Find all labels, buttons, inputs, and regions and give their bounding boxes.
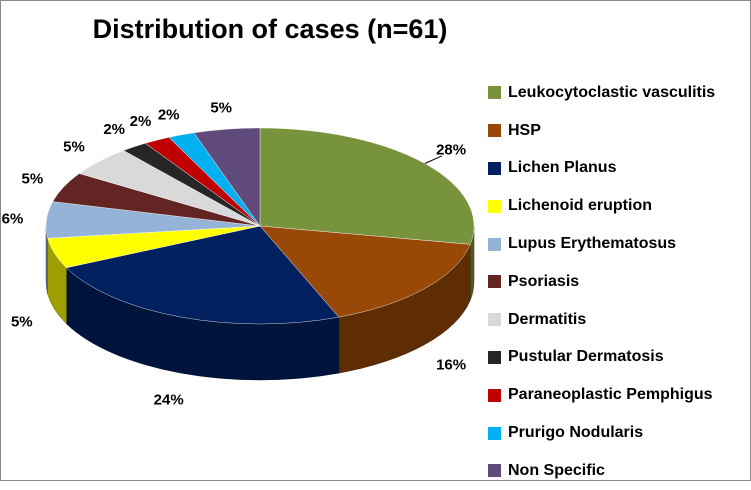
legend-item-non-specific: Non Specific xyxy=(488,452,715,490)
data-label-paraneoplastic-pemphigus: 2% xyxy=(130,113,152,130)
legend-item-psoriasis: Psoriasis xyxy=(488,263,715,301)
data-label-prurigo-nodularis: 2% xyxy=(158,106,180,123)
data-label-lupus-erythematosus: 6% xyxy=(2,211,24,228)
slice-lichen-planus xyxy=(65,225,340,325)
legend-swatch xyxy=(488,124,501,138)
pie-top xyxy=(45,127,475,325)
data-label-leukocytoclastic-vasculitis: 28% xyxy=(436,142,466,159)
legend-label: Dermatitis xyxy=(508,310,587,328)
legend-item-prurigo-nodularis: Prurigo Nodularis xyxy=(488,414,715,452)
data-label-dermatitis: 5% xyxy=(63,139,85,156)
legend-item-lupus-erythematosus: Lupus Erythematosus xyxy=(488,225,715,263)
legend-swatch xyxy=(488,86,501,100)
data-label-pustular-dermatosis: 2% xyxy=(103,121,125,138)
legend-swatch xyxy=(488,388,501,402)
data-label-lichenoid-eruption: 5% xyxy=(11,314,33,331)
slice-non-specific xyxy=(193,127,261,227)
pie-side-walls xyxy=(45,225,475,381)
legend-label: Paraneoplastic Pemphigus xyxy=(508,386,713,404)
legend-swatch xyxy=(488,275,501,289)
slice-leukocytoclastic-vasculitis xyxy=(259,127,475,245)
legend-item-hsp: HSP xyxy=(488,112,715,150)
legend-label: Lupus Erythematosus xyxy=(508,235,677,253)
data-label-lichen-planus: 24% xyxy=(154,392,184,409)
legend-swatch xyxy=(488,350,501,364)
legend-label: Prurigo Nodularis xyxy=(508,424,644,442)
legend-label: HSP xyxy=(508,121,541,139)
legend-item-pustular-dermatosis: Pustular Dermatosis xyxy=(488,339,715,377)
legend-label: Non Specific xyxy=(508,461,605,479)
legend-item-paraneoplastic-pemphigus: Paraneoplastic Pemphigus xyxy=(488,376,715,414)
legend-swatch xyxy=(488,464,501,478)
legend-item-dermatitis: Dermatitis xyxy=(488,301,715,339)
legend-swatch xyxy=(488,426,501,440)
data-label-non-specific: 5% xyxy=(210,100,232,117)
legend-label: Leukocytoclastic vasculitis xyxy=(508,83,716,101)
chart-title: Distribution of cases (n=61) xyxy=(92,14,448,44)
legend-label: Lichenoid eruption xyxy=(508,197,652,215)
legend-item-leukocytoclastic-vasculitis: Leukocytoclastic vasculitis xyxy=(488,74,715,112)
legend-item-lichen-planus: Lichen Planus xyxy=(488,150,715,188)
data-label-psoriasis: 5% xyxy=(22,170,44,187)
legend-label: Psoriasis xyxy=(508,272,580,290)
data-label-hsp: 16% xyxy=(436,357,466,374)
data-labels: 28% 16% 24% 5% 6% 5% 5% 2% 2% 2% 5% xyxy=(2,100,466,409)
legend-item-lichenoid-eruption: Lichenoid eruption xyxy=(488,187,715,225)
slice-hsp xyxy=(259,225,471,318)
legend-label: Lichen Planus xyxy=(508,159,617,177)
leader-line-leukocytoclastic-vasculitis xyxy=(424,155,443,164)
legend-label: Pustular Dermatosis xyxy=(508,348,664,366)
legend-swatch xyxy=(488,237,501,251)
legend-swatch xyxy=(488,161,501,175)
legend-swatch xyxy=(488,313,501,327)
legend-swatch xyxy=(488,199,501,213)
legend: Leukocytoclastic vasculitis HSP Lichen Pla… xyxy=(488,74,715,490)
